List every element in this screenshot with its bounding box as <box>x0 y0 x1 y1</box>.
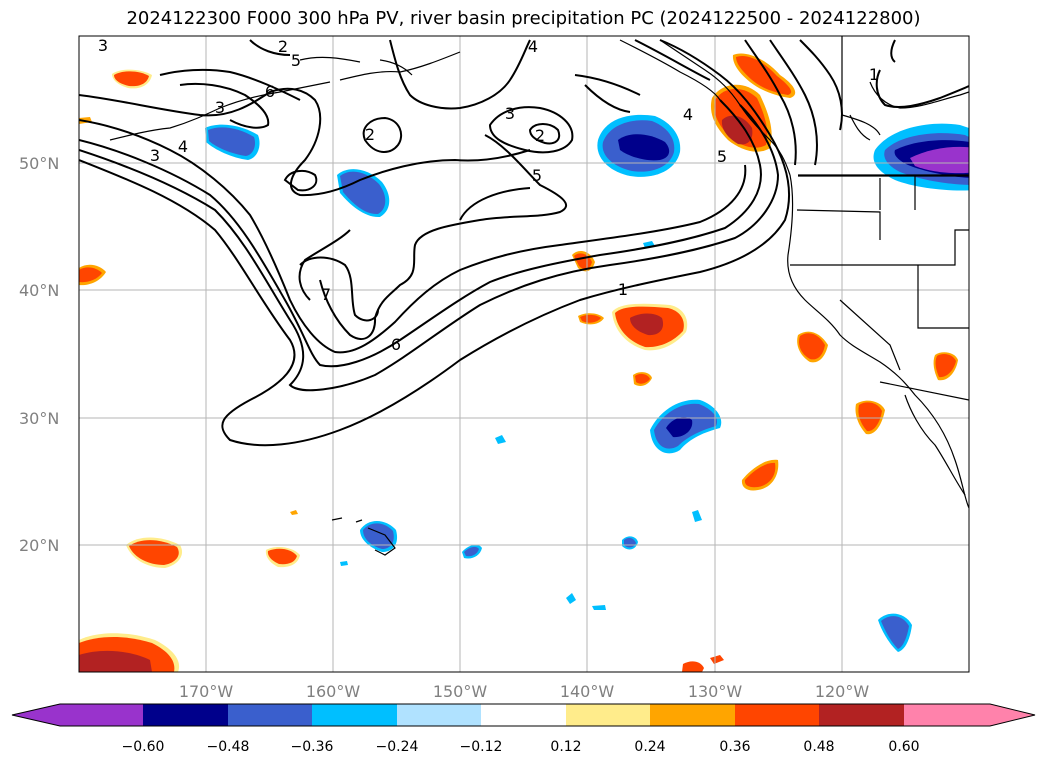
graticule <box>79 36 969 672</box>
contour-label: 2 <box>365 125 375 144</box>
colorbar-tick-labels: −0.60 −0.48 −0.36 −0.24 −0.12 0.12 0.24 … <box>122 739 920 755</box>
lat-label: 40°N <box>19 281 59 300</box>
contour-label: 3 <box>215 98 225 117</box>
colorbar-tick: −0.36 <box>291 739 334 755</box>
colorbar-tick: 0.48 <box>803 739 834 755</box>
contour-label: 4 <box>178 137 188 156</box>
coastlines <box>109 36 969 556</box>
colorbar-swatch <box>397 704 481 726</box>
contour-label: 3 <box>98 36 108 55</box>
colorbar-swatch <box>228 704 312 726</box>
colorbar-extend-max <box>990 704 1035 726</box>
contour-label: 1 <box>869 65 879 84</box>
colorbar-tick: 0.24 <box>634 739 665 755</box>
colorbar-tick: −0.12 <box>460 739 503 755</box>
colorbar-tick: 0.60 <box>888 739 919 755</box>
lat-label: 30°N <box>19 409 59 428</box>
contour-label: 2 <box>278 37 288 56</box>
contour-label: 2 <box>535 126 545 145</box>
lat-label: 50°N <box>19 154 59 173</box>
colorbar-swatch <box>312 704 397 726</box>
pv-contour-2 <box>79 104 780 392</box>
lat-labels: 50°N 40°N 30°N 20°N <box>19 154 59 555</box>
contour-label: 5 <box>532 166 542 185</box>
colorbar-swatch <box>60 704 143 726</box>
lat-label: 20°N <box>19 536 59 555</box>
lon-label: 170°W <box>179 682 234 701</box>
colorbar-swatch <box>566 704 650 726</box>
colorbar-tick: −0.24 <box>376 739 419 755</box>
contour-label: 3 <box>150 146 160 165</box>
colorbar-swatch <box>735 704 819 726</box>
contour-label: 3 <box>505 104 515 123</box>
colorbar-outline <box>11 703 1036 727</box>
colorbar-tick: −0.60 <box>122 739 165 755</box>
lon-label: 140°W <box>560 682 615 701</box>
colorbar-swatch <box>904 704 990 726</box>
precip-shading <box>79 53 969 672</box>
map-frame <box>78 35 970 673</box>
colorbar-extend-min <box>12 704 60 726</box>
colorbar-tick: 0.12 <box>550 739 581 755</box>
colorbar-swatch <box>481 704 566 726</box>
contour-label: 7 <box>321 285 331 304</box>
contour-label: 4 <box>683 105 693 124</box>
colorbar <box>11 703 1036 727</box>
map-title: 2024122300 F000 300 hPa PV, river basin … <box>126 8 921 29</box>
lon-labels: 170°W 160°W 150°W 140°W 130°W 120°W <box>179 682 870 701</box>
colorbar-tick: −0.48 <box>207 739 250 755</box>
contour-label: 5 <box>717 147 727 166</box>
contour-label: 6 <box>265 82 275 101</box>
lon-label: 150°W <box>433 682 488 701</box>
contour-label: 4 <box>528 37 538 56</box>
lon-label: 130°W <box>688 682 743 701</box>
contour-label: 6 <box>391 335 401 354</box>
contour-label: 1 <box>618 280 628 299</box>
colorbar-swatch <box>143 704 228 726</box>
pv-contour-1 <box>79 39 791 447</box>
pv-contours <box>79 39 969 447</box>
lon-label: 160°W <box>306 682 361 701</box>
colorbar-swatch <box>819 704 904 726</box>
contour-label: 5 <box>291 51 301 70</box>
colorbar-swatch <box>650 704 735 726</box>
colorbar-tick: 0.36 <box>719 739 750 755</box>
lon-label: 120°W <box>815 682 870 701</box>
